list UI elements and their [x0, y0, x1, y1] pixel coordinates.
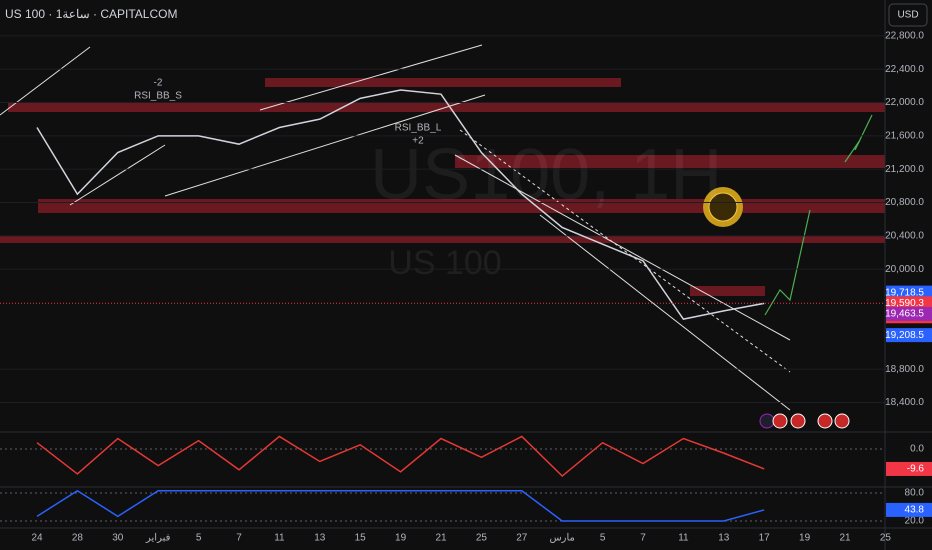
- y-tick-label: 22,000.0: [885, 97, 924, 108]
- x-tick-label: 5: [600, 533, 606, 544]
- y-tick-label: 0.0: [910, 444, 924, 455]
- x-tick-label: 11: [274, 533, 285, 544]
- y-tick-label: 80.0: [905, 488, 925, 499]
- x-tick-label: 28: [72, 533, 84, 544]
- y-tick-label: 22,800.0: [885, 30, 924, 41]
- x-tick-label: 19: [799, 533, 811, 544]
- x-tick-label: 25: [880, 533, 892, 544]
- symbol-title: US 100 · 1ساعة · CAPITALCOM: [5, 7, 177, 21]
- price-tag-label: 19,463.5: [885, 309, 924, 320]
- y-tick-label: 20,800.0: [885, 197, 924, 208]
- x-tick-label: 21: [435, 533, 447, 544]
- price-tag: [886, 502, 932, 517]
- price-tag-label: 43.8: [905, 505, 925, 516]
- series-line: [36, 89, 765, 321]
- event-icon: [790, 413, 806, 429]
- x-tick-label: 30: [112, 533, 124, 544]
- y-tick-label: 20,000.0: [885, 264, 924, 275]
- event-icons: [759, 413, 850, 429]
- price-tag: [886, 285, 932, 300]
- x-tick-label: 5: [196, 533, 202, 544]
- projection-line: [844, 114, 873, 163]
- x-tick-label: 24: [31, 533, 43, 544]
- x-tick-label: 7: [236, 533, 242, 544]
- price-tag-label: 19,718.5: [885, 287, 924, 298]
- x-tick-label: فبراير: [145, 533, 171, 544]
- projection-line: [764, 209, 811, 316]
- channel-line: [164, 94, 486, 197]
- x-tick-label: 19: [395, 533, 407, 544]
- channel-mid: [459, 129, 791, 373]
- price-tag-label: -9.6: [907, 464, 925, 475]
- price-tag: [886, 296, 932, 311]
- zone: [690, 286, 765, 296]
- y-tick-label: 21,200.0: [885, 164, 924, 175]
- channel-line: [539, 214, 791, 411]
- price-tag: [886, 306, 932, 321]
- y-tick-label: 18,400.0: [885, 397, 924, 408]
- price-tag-label: 19,590.3: [885, 298, 924, 309]
- x-tick-label: 21: [839, 533, 851, 544]
- annotation: RSI_BB_S: [134, 91, 182, 102]
- channel-line: [259, 44, 483, 111]
- x-tick-label: مارس: [549, 533, 574, 544]
- y-tick-label: 21,600.0: [885, 130, 924, 141]
- coin: [703, 187, 743, 227]
- x-tick-label: 13: [718, 533, 730, 544]
- x-tick-label: 25: [476, 533, 488, 544]
- watermark: US100, 1H: [370, 135, 722, 215]
- event-icon: [772, 413, 788, 429]
- y-tick-label: 20.0: [905, 516, 925, 527]
- zone: [455, 155, 885, 168]
- y-tick-label: 18,800.0: [885, 364, 924, 375]
- x-tick-label: 17: [759, 533, 771, 544]
- annotation: RSI_BB_L: [395, 123, 442, 134]
- price-tag-label: 19,208.5: [885, 330, 924, 341]
- currency-button[interactable]: [888, 3, 928, 27]
- price-tag: [886, 328, 932, 343]
- watermark-sub: US 100: [388, 244, 501, 282]
- zone: [0, 236, 885, 243]
- projection: [764, 114, 873, 316]
- annotation: +2: [412, 136, 424, 147]
- event-icon: [817, 413, 833, 429]
- event-icon: [834, 413, 850, 429]
- x-tick-label: 27: [516, 533, 528, 544]
- coin-inner: [708, 192, 738, 222]
- annotation: -2: [154, 78, 163, 89]
- y-tick-label: 22,400.0: [885, 64, 924, 75]
- x-tick-label: 11: [678, 533, 689, 544]
- x-tick-label: 13: [314, 533, 326, 544]
- x-tick-label: 7: [640, 533, 646, 544]
- y-tick-label: 20,400.0: [885, 230, 924, 241]
- series-line: [36, 489, 765, 522]
- currency-button-label[interactable]: USD: [897, 10, 918, 21]
- x-tick-label: 15: [355, 533, 367, 544]
- series-line: [36, 435, 765, 478]
- event-icon: [759, 413, 775, 429]
- channel-line: [0, 46, 91, 116]
- channel-line: [69, 144, 166, 206]
- price-tag: [886, 461, 932, 476]
- zone: [265, 78, 621, 87]
